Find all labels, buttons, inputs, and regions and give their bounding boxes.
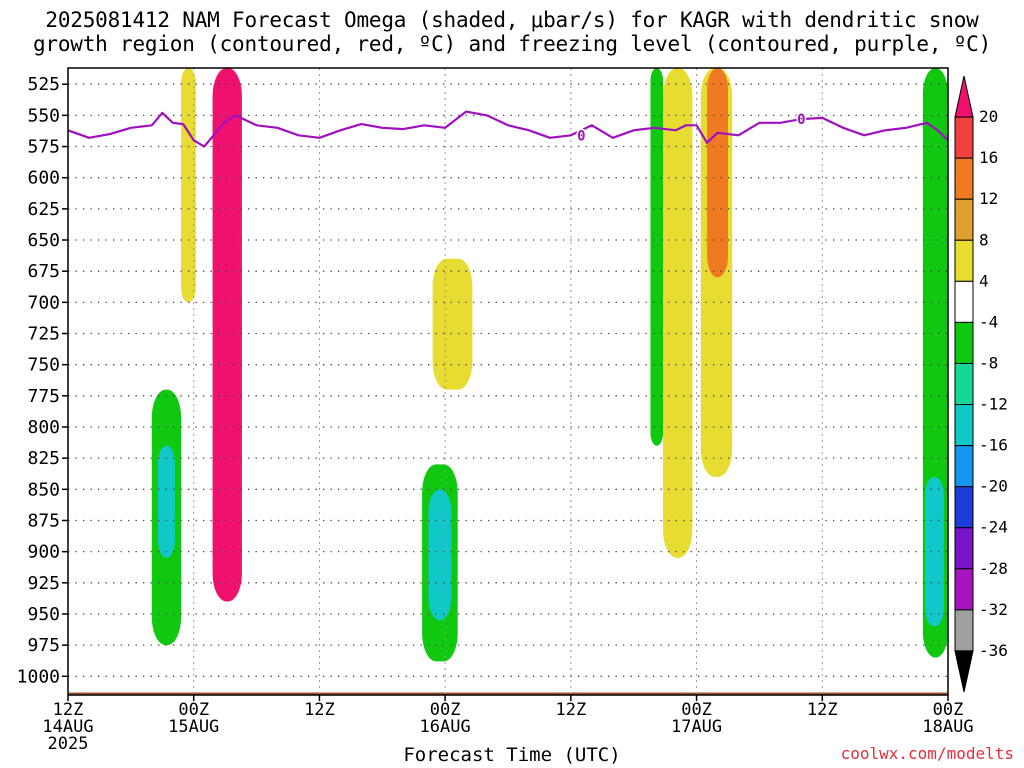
colorbar-label: -12: [979, 395, 1008, 414]
x-tick-label: 2025: [48, 734, 89, 754]
colorbar-label: -20: [979, 477, 1008, 496]
y-tick-label: 600: [27, 168, 60, 189]
colorbar-bin: [954, 239, 974, 282]
colorbar-label: 20: [979, 107, 998, 126]
x-tick-label: 16AUG: [420, 717, 471, 737]
colorbar-bin: [954, 527, 974, 570]
x-axis-label: Forecast Time (UTC): [403, 744, 621, 766]
terrain-band: [68, 692, 948, 695]
axes-layer: 525 550 575 600 625 650 675 700 725 750 775 800 825 8…: [17, 67, 974, 754]
freezing-level-label: 0: [577, 128, 585, 144]
y-tick-label: 575: [27, 137, 60, 158]
x-tick-label: 00Z: [178, 700, 209, 720]
x-tick-label: 12Z: [53, 700, 84, 720]
colorbar-label: -24: [979, 518, 1008, 537]
colorbar-label: -32: [979, 600, 1008, 619]
y-tick-label: 625: [27, 199, 60, 220]
y-tick-label: 800: [27, 417, 60, 438]
x-tick-label: 00Z: [681, 700, 712, 720]
y-tick-label: 975: [27, 635, 60, 656]
y-tick-label: 825: [27, 448, 60, 469]
omega-region-10: [707, 68, 728, 278]
x-tick-label: 12Z: [555, 700, 586, 720]
y-tick-label: 925: [27, 573, 60, 594]
y-tick-label: 675: [27, 261, 60, 282]
omega-region-7: [663, 68, 693, 558]
colorbar-bin: [954, 445, 974, 488]
colorbar-bin: [954, 157, 974, 200]
omega-region-5: [428, 489, 452, 621]
y-tick-label: 650: [27, 230, 60, 251]
x-tick-label: 12Z: [807, 700, 838, 720]
colorbar-label: 8: [979, 230, 989, 249]
y-tick-label: 775: [27, 386, 60, 407]
colorbar-bin: [954, 486, 974, 529]
omega-region-1: [212, 68, 242, 602]
x-tick-label: 12Z: [304, 700, 335, 720]
colorbar-bin: [954, 362, 974, 406]
y-tick-label: 725: [27, 324, 60, 345]
colorbar-label: 12: [979, 189, 998, 208]
y-tick-label: 525: [27, 74, 60, 95]
omega-region-6: [432, 258, 473, 390]
y-tick-label: 750: [27, 355, 60, 376]
x-tick-label: 00Z: [933, 700, 964, 720]
colorbar-label: 4: [979, 271, 989, 290]
colorbar-label: -4: [979, 312, 998, 331]
terrain-layer: [68, 692, 948, 695]
chart-title-line2: growth region (contoured, red, ºC) and f…: [32, 32, 992, 56]
omega-regions: [151, 68, 948, 662]
colorbar-bin: [954, 198, 974, 241]
omega-region-3: [158, 445, 175, 558]
y-tick-label: 700: [27, 292, 60, 313]
colorbar-label: -36: [979, 641, 1008, 660]
colorbar-label: -28: [979, 559, 1008, 578]
omega-region-12: [924, 476, 944, 627]
credit-text: coolwx.com/modelts: [840, 744, 1014, 763]
y-tick-label: 950: [27, 604, 60, 625]
y-tick-label: 875: [27, 510, 60, 531]
y-tick-label: 1000: [17, 666, 60, 687]
plot-frame: [67, 67, 949, 696]
x-tick-label: 18AUG: [922, 717, 973, 737]
colorbar-label: -16: [979, 436, 1008, 455]
colorbar-label: -8: [979, 353, 998, 372]
y-tick-label: 850: [27, 479, 60, 500]
y-tick-label: 900: [27, 542, 60, 563]
x-tick-label: 14AUG: [42, 717, 93, 737]
freezing-level-label: 0: [797, 112, 805, 128]
colorbar-label: 16: [979, 148, 998, 167]
colorbar-bin: [954, 321, 974, 364]
x-tick-label: 17AUG: [671, 717, 722, 737]
colorbar-bin: [954, 280, 974, 323]
chart-title-line1: 2025081412 NAM Forecast Omega (shaded, μ…: [45, 8, 979, 32]
colorbar-arrow-top: [954, 75, 974, 118]
colorbar-bin: [954, 116, 974, 159]
colorbar-arrow-bottom: [954, 650, 974, 693]
y-tick-label: 550: [27, 105, 60, 126]
x-tick-label: 15AUG: [168, 717, 219, 737]
freezing-level-layer: 00: [67, 110, 949, 148]
colorbar-bin: [954, 609, 974, 652]
colorbar-bin: [954, 404, 974, 447]
omega-region-8: [650, 68, 664, 446]
colorbar-bin: [954, 568, 974, 611]
x-tick-label: 00Z: [430, 700, 461, 720]
freezing-level-line: [67, 110, 949, 148]
grid-lines: [68, 68, 948, 695]
colorbar: 20 16 12 8 4 -4 -8 -12 -16 -20 -24 -28 -32 -36: [954, 75, 1008, 693]
